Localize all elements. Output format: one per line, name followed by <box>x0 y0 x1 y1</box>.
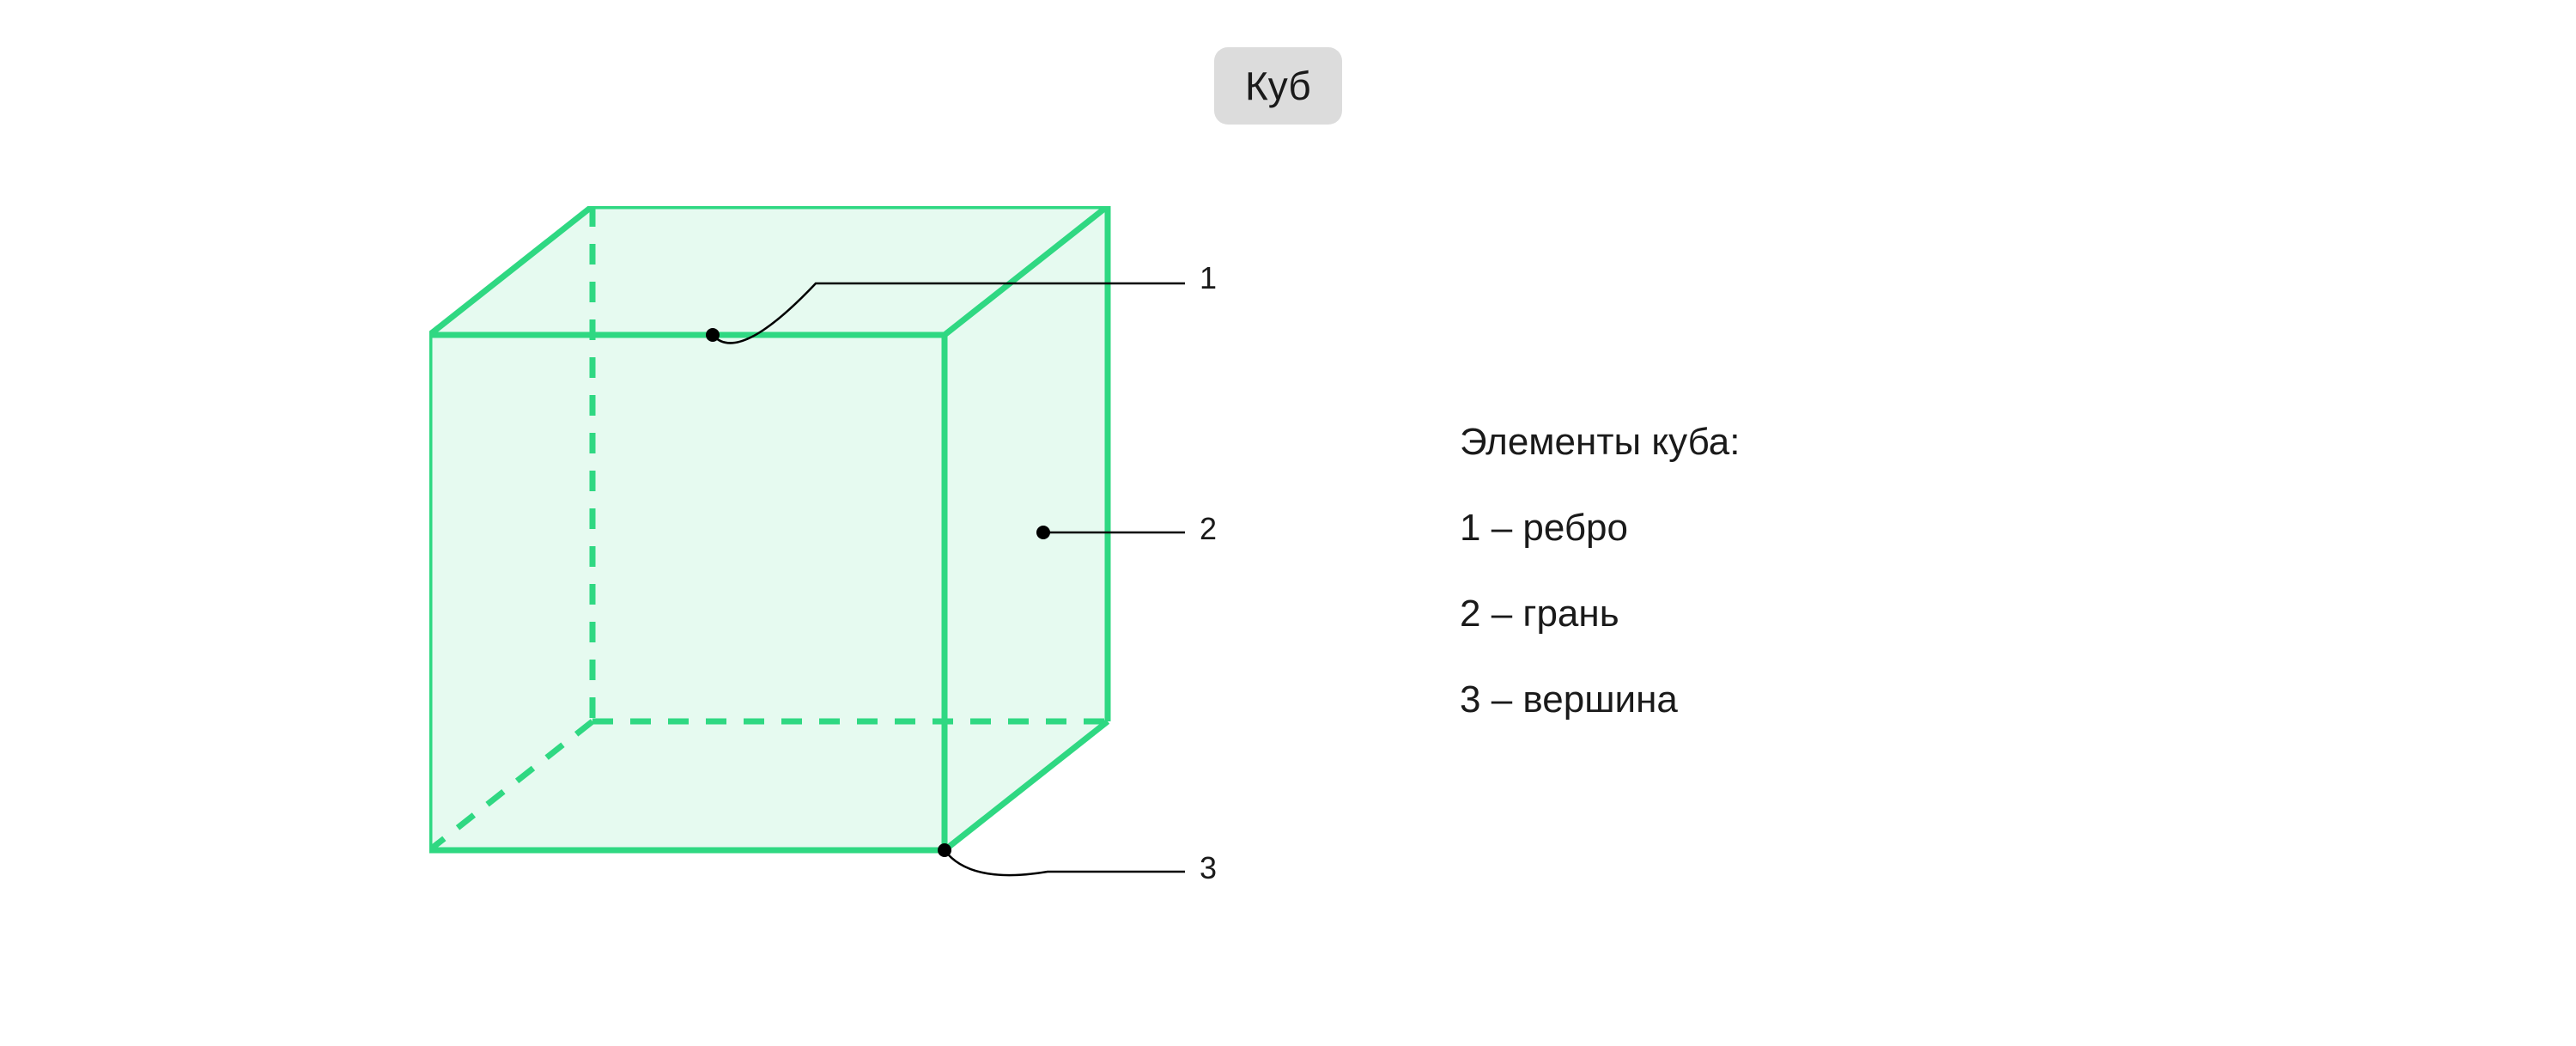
callout-label-2: 2 <box>1200 511 1217 547</box>
callout-label-1: 1 <box>1200 260 1217 296</box>
cube-svg <box>429 206 1202 979</box>
callout-label-3: 3 <box>1200 850 1217 886</box>
legend-item-1-num: 1 <box>1460 507 1480 549</box>
legend-item-3-label: вершина <box>1522 678 1677 721</box>
legend-item-3-num: 3 <box>1460 678 1480 721</box>
title-text: Куб <box>1245 64 1311 108</box>
legend-item-2-label: грань <box>1522 593 1619 635</box>
legend-heading: Элементы куба: <box>1460 421 1740 464</box>
legend-item-3: 3 – вершина <box>1460 678 1740 721</box>
legend-item-1-label: ребро <box>1522 507 1628 549</box>
legend-item-1: 1 – ребро <box>1460 507 1740 550</box>
title-badge: Куб <box>1214 47 1342 125</box>
legend-item-2-num: 2 <box>1460 593 1480 635</box>
legend-item-2: 2 – грань <box>1460 593 1740 636</box>
legend: Элементы куба: 1 – ребро 2 – грань 3 – в… <box>1460 421 1740 764</box>
cube-diagram <box>429 206 1202 979</box>
